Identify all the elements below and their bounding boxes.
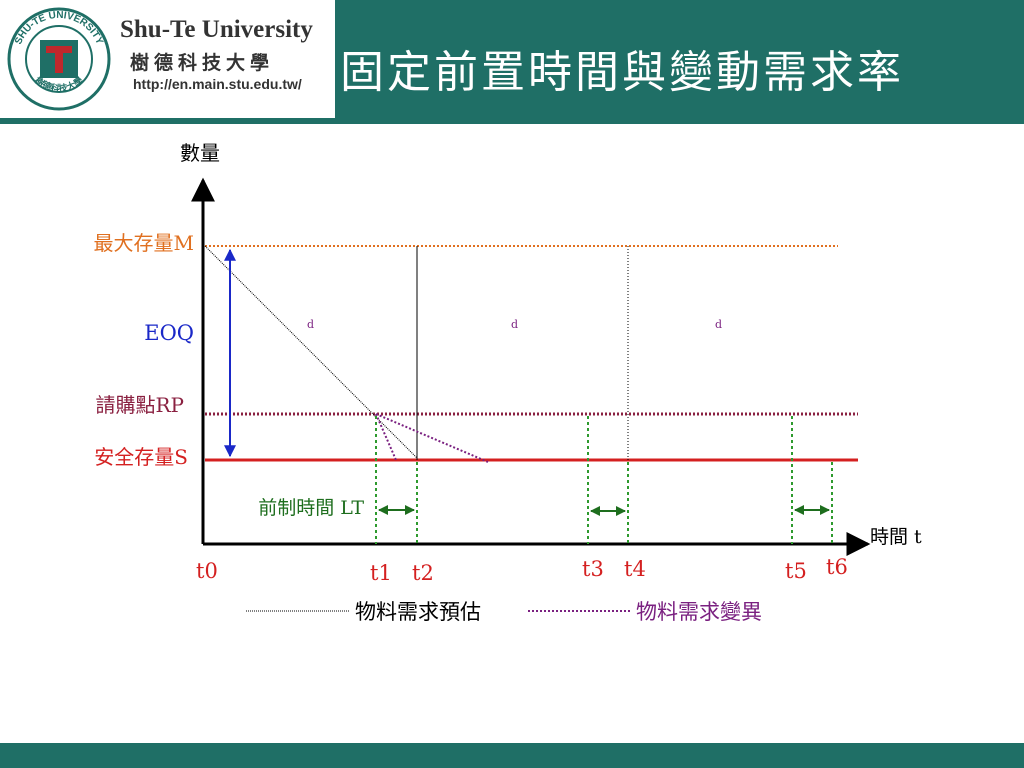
time-labels: t0 t1 t2 t3 t4 t5 t6 [196, 555, 848, 585]
time-label-t4: t4 [624, 557, 646, 581]
max-stock-label: 最大存量M [94, 231, 194, 255]
y-axis-label: 數量 [180, 141, 220, 165]
safety-stock-label: 安全存量S [94, 445, 188, 469]
time-label-t6: t6 [826, 555, 848, 579]
footer-bar [0, 743, 1024, 768]
eoq-label: EOQ [144, 321, 194, 345]
time-label-t5: t5 [785, 559, 807, 583]
legend-variance-label: 物料需求變異 [636, 600, 762, 624]
time-label-t2: t2 [412, 561, 434, 585]
lead-time-label: 前制時間 LT [258, 497, 364, 519]
university-url[interactable]: http://en.main.stu.edu.tw/ [133, 76, 302, 92]
demand-forecast-line [204, 245, 418, 459]
demand-variance-line-2 [375, 413, 489, 463]
university-seal-icon: SHU-TE UNIVERSITY 樹德科技大學 [7, 7, 111, 111]
time-label-t3: t3 [582, 557, 604, 581]
slide-title: 固定前置時間與變動需求率 [340, 47, 904, 98]
lead-time-markers [375, 416, 833, 544]
university-logo[interactable]: SHU-TE UNIVERSITY 樹德科技大學 Shu-Te Universi… [0, 0, 335, 118]
x-axis-label: 時間 t [870, 526, 922, 548]
demand-label: d [511, 318, 518, 331]
legend-forecast-label: 物料需求預估 [355, 600, 481, 624]
university-name-en: Shu-Te University [120, 16, 313, 43]
demand-variance-line-1 [375, 413, 397, 461]
university-name-zh: 樹德科技大學 [130, 52, 275, 74]
header-bar: SHU-TE UNIVERSITY 樹德科技大學 Shu-Te Universi… [0, 0, 1024, 124]
demand-label: d [715, 318, 722, 331]
time-label-t0: t0 [196, 559, 218, 583]
reorder-point-label: 請購點RP [95, 393, 184, 417]
time-label-t1: t1 [370, 561, 392, 585]
demand-label: d [307, 318, 314, 331]
